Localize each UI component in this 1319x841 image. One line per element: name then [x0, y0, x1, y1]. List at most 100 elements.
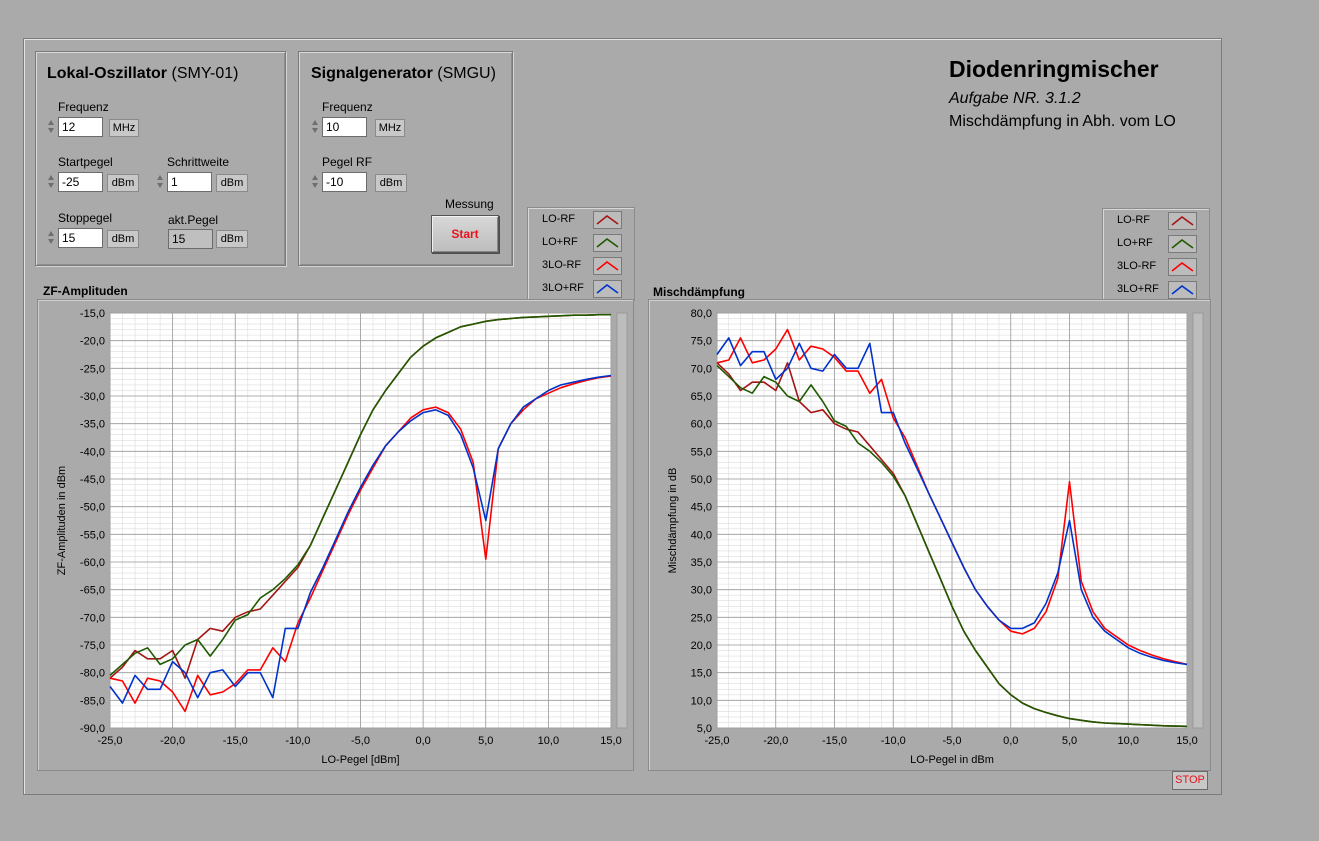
- y-tick-label: -75,0: [80, 640, 105, 652]
- legend-label: LO+RF: [1117, 237, 1153, 249]
- x-tick-label: -15,0: [223, 735, 248, 747]
- lo-step-label: Schrittweite: [167, 155, 230, 169]
- x-tick-label: 5,0: [478, 735, 493, 747]
- y-tick-label: -80,0: [80, 668, 105, 680]
- lo-stop-input[interactable]: 15: [58, 228, 103, 248]
- legend-item[interactable]: LO+RF: [528, 231, 634, 254]
- y-tick-label: 60,0: [691, 419, 712, 431]
- legend-swatch-icon: [1168, 212, 1197, 230]
- legend-label: LO-RF: [542, 213, 575, 225]
- y-tick-label: 45,0: [691, 502, 712, 514]
- lo-start-unit: dBm: [107, 174, 139, 192]
- series-line-3lorf: [109, 374, 612, 704]
- legend-swatch-icon: [1168, 281, 1197, 299]
- spinner-icon[interactable]: [47, 173, 56, 191]
- x-tick-label: -20,0: [160, 735, 185, 747]
- y-axis-label: ZF-Amplituden in dBm: [56, 466, 68, 575]
- x-tick-label: 10,0: [1118, 735, 1139, 747]
- spinner-icon[interactable]: [311, 118, 320, 136]
- spinner-icon[interactable]: [156, 173, 165, 191]
- spinner-icon[interactable]: [47, 118, 56, 136]
- lo-akt-label: akt.Pegel: [168, 213, 219, 227]
- legend-item[interactable]: 3LO-RF: [1103, 255, 1209, 278]
- y-tick-label: 40,0: [691, 529, 712, 541]
- x-tick-label: 0,0: [1003, 735, 1018, 747]
- y-tick-label: -35,0: [80, 419, 105, 431]
- lo-title-bold: Lokal-Oszillator: [47, 65, 168, 82]
- legend-label: 3LO-RF: [1117, 260, 1157, 272]
- legend-swatch-icon: [593, 234, 622, 252]
- x-tick-label: -20,0: [763, 735, 788, 747]
- lo-title: Lokal-Oszillator (SMY-01): [47, 65, 238, 83]
- y-tick-label: 50,0: [691, 474, 712, 486]
- stop-button[interactable]: STOP: [1172, 771, 1208, 790]
- legend-item[interactable]: LO+RF: [1103, 232, 1209, 255]
- y-tick-label: 65,0: [691, 391, 712, 403]
- y-tick-label: -65,0: [80, 585, 105, 597]
- lo-akt-indicator: 15: [168, 229, 213, 249]
- legend-item[interactable]: LO-RF: [1103, 209, 1209, 232]
- y-tick-label: 30,0: [691, 585, 712, 597]
- series-line-lorf: [716, 365, 1188, 728]
- graph-edge-groove: [616, 312, 628, 729]
- spinner-icon[interactable]: [47, 229, 56, 247]
- y-tick-label: 10,0: [691, 695, 712, 707]
- y-tick-label: -15,0: [80, 308, 105, 320]
- y-tick-label: -85,0: [80, 695, 105, 707]
- sg-freq-input[interactable]: 10: [322, 117, 367, 137]
- legend-label: LO+RF: [542, 236, 578, 248]
- y-axis-label: Mischdämpfung in dB: [667, 468, 679, 574]
- sg-pegel-unit: dBm: [375, 174, 407, 192]
- x-tick-label: -5,0: [943, 735, 962, 747]
- x-tick-label: 0,0: [415, 735, 430, 747]
- lo-step-input[interactable]: 1: [167, 172, 212, 192]
- x-tick-label: 15,0: [600, 735, 621, 747]
- lo-freq-input[interactable]: 12: [58, 117, 103, 137]
- legend-item[interactable]: 3LO+RF: [1103, 278, 1209, 301]
- legend-swatch-icon: [1168, 235, 1197, 253]
- y-tick-label: -60,0: [80, 557, 105, 569]
- legend-label: LO-RF: [1117, 214, 1150, 226]
- legend-item[interactable]: LO-RF: [528, 208, 634, 231]
- y-tick-label: 35,0: [691, 557, 712, 569]
- x-tick-label: -10,0: [285, 735, 310, 747]
- y-tick-label: -55,0: [80, 529, 105, 541]
- page-title: Diodenringmischer: [949, 56, 1159, 82]
- legend-right: LO-RF LO+RF 3LO-RF 3LO+RF: [1102, 208, 1210, 302]
- sg-title-model: (SMGU): [437, 65, 496, 82]
- messung-label: Messung: [445, 197, 494, 211]
- start-button[interactable]: Start: [431, 215, 499, 253]
- sg-pegel-input[interactable]: -10: [322, 172, 367, 192]
- x-tick-label: -10,0: [881, 735, 906, 747]
- page-subtitle: Aufgabe NR. 3.1.2: [949, 90, 1081, 107]
- lo-start-input[interactable]: -25: [58, 172, 103, 192]
- legend-item[interactable]: 3LO-RF: [528, 254, 634, 277]
- x-tick-label: 10,0: [538, 735, 559, 747]
- legend-label: 3LO+RF: [1117, 283, 1159, 295]
- x-tick-label: 15,0: [1176, 735, 1197, 747]
- y-tick-label: -50,0: [80, 502, 105, 514]
- legend-label: 3LO+RF: [542, 282, 584, 294]
- lo-freq-label: Frequenz: [58, 100, 109, 114]
- spinner-icon[interactable]: [311, 173, 320, 191]
- y-tick-label: 75,0: [691, 336, 712, 348]
- sg-freq-unit: MHz: [375, 119, 405, 137]
- lo-start-label: Startpegel: [58, 155, 113, 169]
- legend-swatch-icon: [593, 280, 622, 298]
- sg-title: Signalgenerator (SMGU): [311, 65, 496, 83]
- lo-step-unit: dBm: [216, 174, 248, 192]
- graph-edge-groove: [1192, 312, 1204, 729]
- legend-swatch-icon: [1168, 258, 1197, 276]
- y-tick-label: 25,0: [691, 612, 712, 624]
- y-tick-label: -25,0: [80, 363, 105, 375]
- legend-label: 3LO-RF: [542, 259, 582, 271]
- x-tick-label: -25,0: [704, 735, 729, 747]
- series-line-lorf: [109, 313, 611, 677]
- x-tick-label: -25,0: [97, 735, 122, 747]
- y-tick-label: 20,0: [691, 640, 712, 652]
- graph-misch-frame: -25,0 -20,0 -15,0 -10,0 -5,0 0,0 5,0 10,0 15,0 5,…: [648, 299, 1211, 771]
- legend-item[interactable]: 3LO+RF: [528, 277, 634, 300]
- y-tick-label: 80,0: [691, 308, 712, 320]
- zf-amplituden-chart: -25,0 -20,0 -15,0 -10,0 -5,0 0,0 5,0 10,0 15,0 -9…: [56, 308, 628, 766]
- lo-title-model: (SMY-01): [171, 65, 239, 82]
